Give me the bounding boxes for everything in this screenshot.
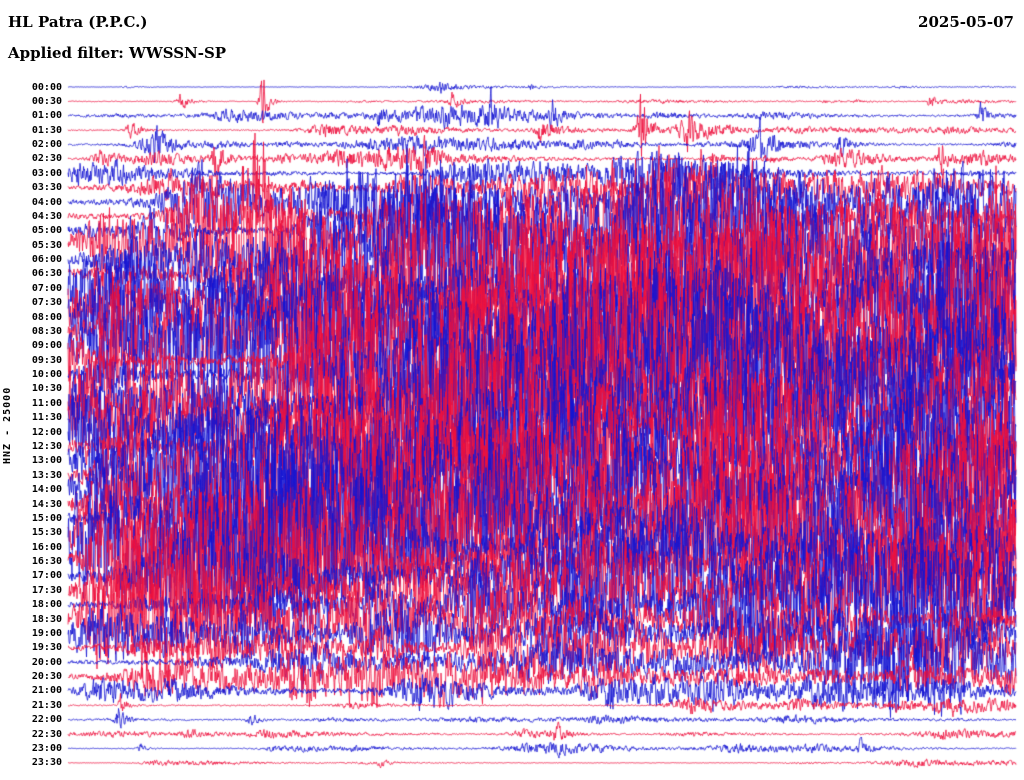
- time-label: 07:30: [31, 297, 62, 309]
- time-label: 04:00: [31, 196, 62, 208]
- time-label: 01:00: [31, 110, 62, 122]
- time-label: 20:00: [31, 656, 62, 668]
- applied-filter-label: Applied filter: WWSSN-SP: [8, 44, 227, 62]
- time-label: 20:30: [31, 671, 62, 683]
- time-label: 10:00: [31, 369, 62, 381]
- time-label: 10:30: [31, 383, 62, 395]
- time-label: 09:30: [31, 354, 62, 366]
- time-label: 23:30: [31, 757, 62, 769]
- time-label: 14:00: [31, 484, 62, 496]
- time-label: 15:00: [31, 512, 62, 524]
- time-label: 13:00: [31, 455, 62, 467]
- time-label: 06:30: [31, 268, 62, 280]
- time-label: 00:00: [31, 81, 62, 93]
- time-label: 14:30: [31, 498, 62, 510]
- time-label: 16:30: [31, 556, 62, 568]
- time-label: 09:00: [31, 340, 62, 352]
- time-label: 17:00: [31, 570, 62, 582]
- time-label: 17:30: [31, 584, 62, 596]
- time-label: 22:00: [31, 714, 62, 726]
- time-label: 23:00: [31, 742, 62, 754]
- time-label: 08:00: [31, 311, 62, 323]
- time-label: 22:30: [31, 728, 62, 740]
- time-label: 06:00: [31, 254, 62, 266]
- time-label: 11:30: [31, 412, 62, 424]
- time-label: 13:30: [31, 469, 62, 481]
- time-label: 12:00: [31, 426, 62, 438]
- date-label: 2025-05-07: [918, 13, 1014, 31]
- time-label: 11:00: [31, 397, 62, 409]
- time-label: 21:00: [31, 685, 62, 697]
- time-label: 05:30: [31, 239, 62, 251]
- time-label: 03:30: [31, 182, 62, 194]
- time-label: 08:30: [31, 325, 62, 337]
- time-label: 18:00: [31, 599, 62, 611]
- time-label: 19:30: [31, 642, 62, 654]
- time-label: 04:30: [31, 210, 62, 222]
- time-label: 05:00: [31, 225, 62, 237]
- time-label: 02:30: [31, 153, 62, 165]
- time-label: 00:30: [31, 95, 62, 107]
- time-label: 12:30: [31, 441, 62, 452]
- time-label: 02:00: [31, 139, 62, 151]
- time-label: 16:00: [31, 541, 62, 553]
- station-title: HL Patra (P.P.C.): [8, 13, 148, 31]
- time-label: 21:30: [31, 699, 62, 711]
- time-label: 15:30: [31, 527, 62, 539]
- time-label: 07:00: [31, 282, 62, 294]
- time-label: 03:00: [31, 167, 62, 179]
- time-label: 01:30: [31, 124, 62, 136]
- time-label: 19:00: [31, 627, 62, 639]
- time-label: 18:30: [31, 613, 62, 625]
